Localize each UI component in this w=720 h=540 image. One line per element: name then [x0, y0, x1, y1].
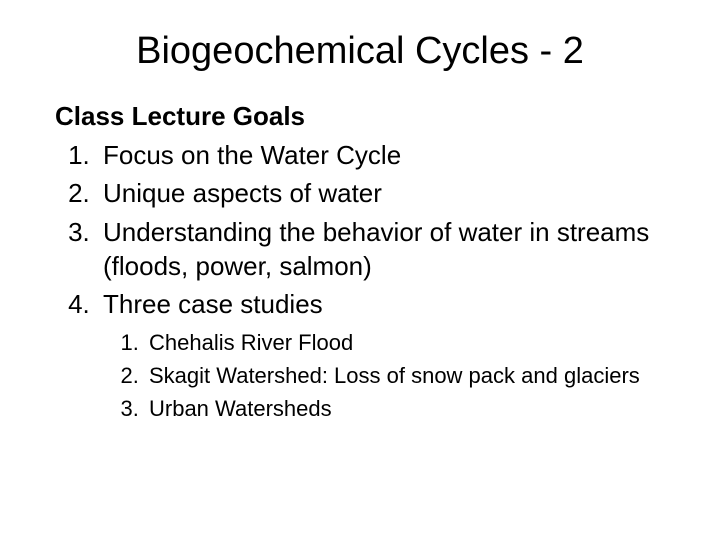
- list-item-label: Three case studies: [103, 289, 323, 319]
- list-item: Urban Watersheds: [145, 394, 665, 423]
- goals-list: Focus on the Water Cycle Unique aspects …: [55, 138, 665, 423]
- slide-subtitle: Class Lecture Goals: [55, 101, 665, 132]
- list-item: Chehalis River Flood: [145, 328, 665, 357]
- list-item: Understanding the behavior of water in s…: [97, 215, 665, 284]
- list-item: Three case studies Chehalis River Flood …: [97, 287, 665, 422]
- list-item: Focus on the Water Cycle: [97, 138, 665, 172]
- list-item: Skagit Watershed: Loss of snow pack and …: [145, 361, 665, 390]
- list-item: Unique aspects of water: [97, 176, 665, 210]
- case-studies-list: Chehalis River Flood Skagit Watershed: L…: [103, 328, 665, 423]
- slide-title: Biogeochemical Cycles - 2: [55, 30, 665, 73]
